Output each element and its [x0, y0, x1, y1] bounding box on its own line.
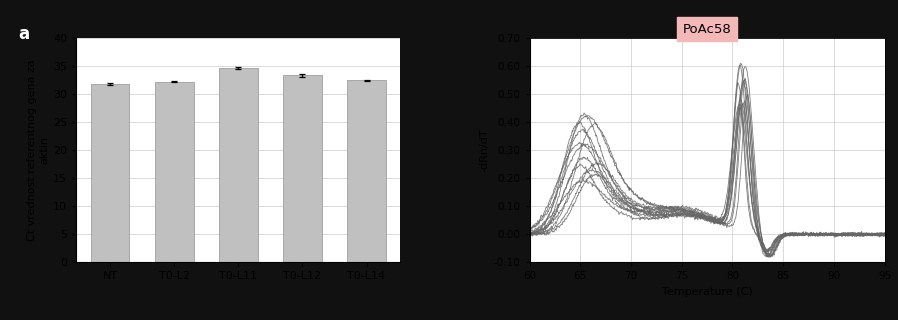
Bar: [219, 68, 258, 262]
Bar: [283, 75, 321, 262]
Bar: [91, 84, 129, 262]
Y-axis label: Ct vrednost referentnog gena za
aktin: Ct vrednost referentnog gena za aktin: [28, 60, 49, 241]
Title: PoAc58: PoAc58: [682, 23, 731, 36]
Y-axis label: -dRn/dT: -dRn/dT: [480, 129, 489, 172]
X-axis label: Temperature (C): Temperature (C): [662, 287, 753, 297]
Text: a: a: [18, 25, 29, 43]
Bar: [155, 82, 194, 262]
Bar: [348, 80, 386, 262]
